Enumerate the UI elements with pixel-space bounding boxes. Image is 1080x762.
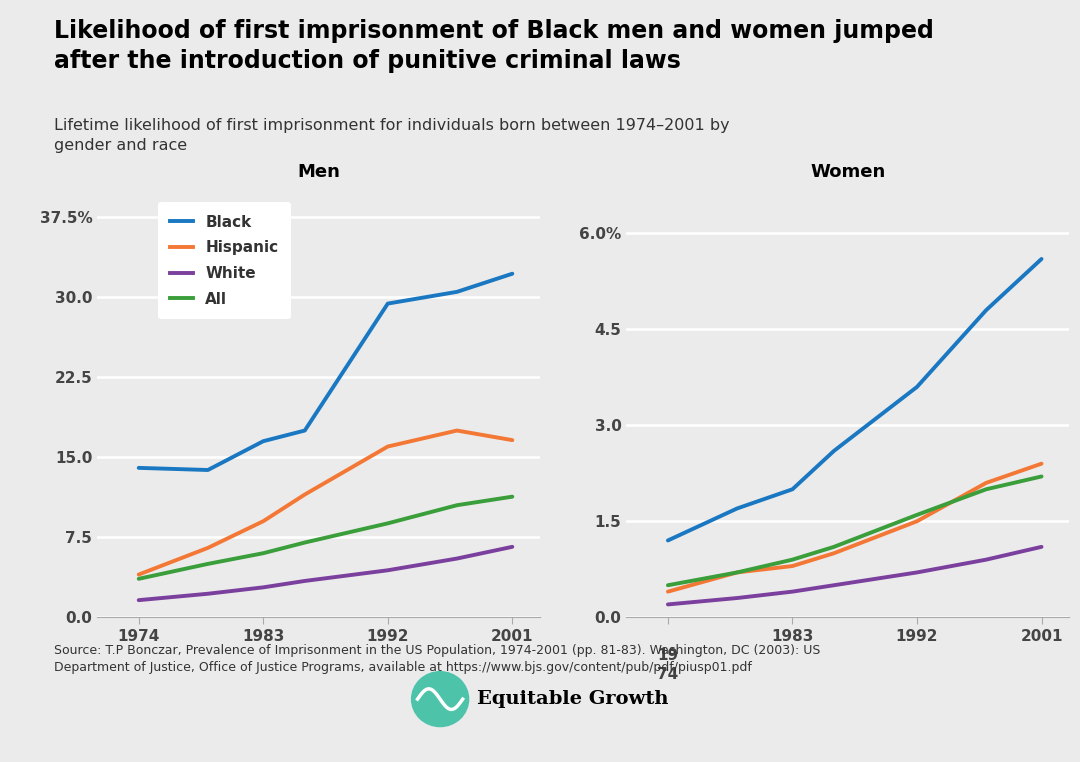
Text: Equitable Growth: Equitable Growth: [477, 690, 669, 708]
Text: Source: T.P Bonczar, Prevalence of Imprisonment in the US Population, 1974-2001 : Source: T.P Bonczar, Prevalence of Impri…: [54, 644, 821, 674]
Title: Women: Women: [810, 162, 886, 181]
Text: 74: 74: [658, 668, 678, 682]
Circle shape: [411, 672, 469, 727]
Title: Men: Men: [297, 162, 340, 181]
Text: Lifetime likelihood of first imprisonment for individuals born between 1974–2001: Lifetime likelihood of first imprisonmen…: [54, 118, 730, 153]
Legend: Black, Hispanic, White, All: Black, Hispanic, White, All: [158, 203, 291, 319]
Text: 19: 19: [658, 648, 678, 663]
Text: Likelihood of first imprisonment of Black men and women jumped
after the introdu: Likelihood of first imprisonment of Blac…: [54, 19, 934, 72]
